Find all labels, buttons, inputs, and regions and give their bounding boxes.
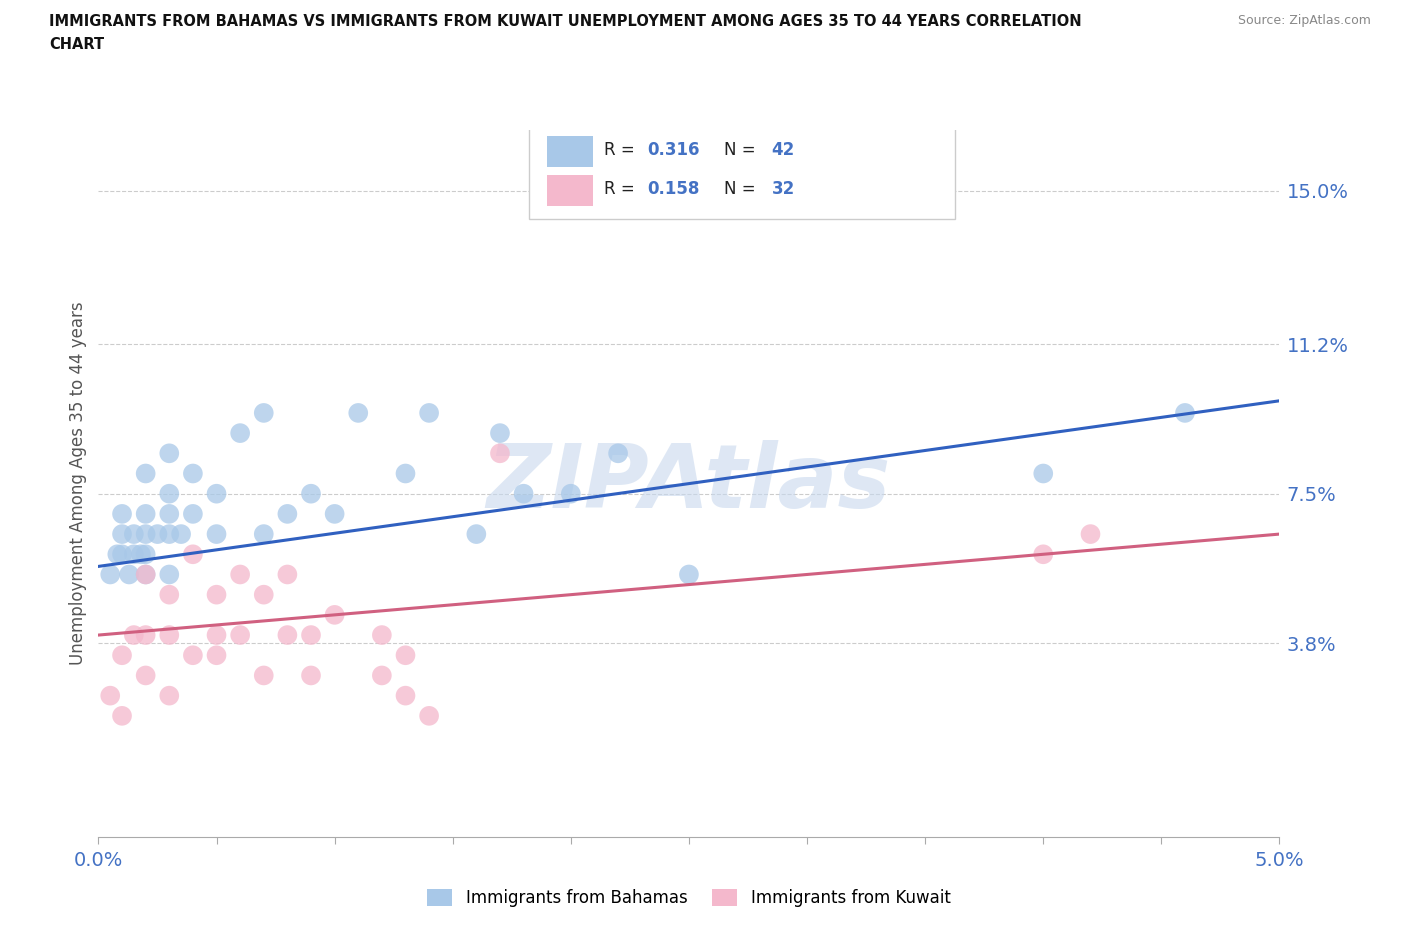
Point — [181, 547, 204, 562]
Point — [1032, 547, 1054, 562]
Point — [111, 507, 134, 522]
Point — [146, 526, 169, 541]
Point — [299, 668, 322, 683]
Text: R =: R = — [605, 179, 640, 198]
Point — [299, 486, 322, 501]
Y-axis label: Unemployment Among Ages 35 to 44 years: Unemployment Among Ages 35 to 44 years — [69, 302, 87, 665]
Point — [1032, 466, 1054, 481]
Point — [205, 526, 228, 541]
Text: N =: N = — [724, 141, 761, 159]
Point — [157, 587, 180, 602]
Point — [678, 567, 700, 582]
Point — [253, 587, 276, 602]
Point — [157, 567, 180, 582]
Point — [135, 466, 157, 481]
Point — [122, 526, 145, 541]
Point — [135, 547, 157, 562]
Point — [323, 507, 346, 522]
Point — [157, 688, 180, 703]
Text: N =: N = — [724, 179, 761, 198]
Point — [135, 526, 157, 541]
Point — [181, 466, 204, 481]
Point — [157, 628, 180, 643]
Point — [135, 628, 157, 643]
Point — [111, 648, 134, 663]
Point — [394, 466, 416, 481]
Text: CHART: CHART — [49, 37, 104, 52]
Legend: Immigrants from Bahamas, Immigrants from Kuwait: Immigrants from Bahamas, Immigrants from… — [420, 882, 957, 913]
Point — [111, 547, 134, 562]
Point — [394, 648, 416, 663]
Point — [418, 709, 440, 724]
Point — [253, 526, 276, 541]
Text: 42: 42 — [772, 141, 794, 159]
Text: R =: R = — [605, 141, 640, 159]
Text: 32: 32 — [772, 179, 794, 198]
Point — [465, 526, 488, 541]
Point — [1080, 526, 1102, 541]
Point — [129, 547, 152, 562]
Point — [371, 628, 394, 643]
Point — [157, 486, 180, 501]
Point — [489, 426, 512, 441]
Point — [489, 445, 512, 460]
Point — [560, 486, 582, 501]
Point — [118, 567, 141, 582]
Point — [205, 587, 228, 602]
Point — [276, 628, 298, 643]
Point — [111, 709, 134, 724]
Point — [253, 668, 276, 683]
Point — [229, 628, 252, 643]
Point — [157, 507, 180, 522]
Text: 0.158: 0.158 — [648, 179, 700, 198]
Point — [157, 445, 180, 460]
Text: IMMIGRANTS FROM BAHAMAS VS IMMIGRANTS FROM KUWAIT UNEMPLOYMENT AMONG AGES 35 TO : IMMIGRANTS FROM BAHAMAS VS IMMIGRANTS FR… — [49, 14, 1081, 29]
Point — [253, 405, 276, 420]
Point — [135, 507, 157, 522]
Point — [299, 628, 322, 643]
Text: 0.316: 0.316 — [648, 141, 700, 159]
Point — [111, 526, 134, 541]
Point — [347, 405, 370, 420]
Point — [229, 426, 252, 441]
Point — [394, 688, 416, 703]
Point — [512, 486, 534, 501]
Point — [276, 507, 298, 522]
Point — [229, 567, 252, 582]
Point — [98, 567, 121, 582]
Point — [157, 526, 180, 541]
Point — [323, 607, 346, 622]
FancyBboxPatch shape — [530, 120, 955, 219]
Point — [205, 486, 228, 501]
Text: Source: ZipAtlas.com: Source: ZipAtlas.com — [1237, 14, 1371, 27]
Point — [205, 648, 228, 663]
Point — [371, 668, 394, 683]
Point — [135, 567, 157, 582]
FancyBboxPatch shape — [547, 136, 593, 167]
Point — [205, 628, 228, 643]
Point — [181, 507, 204, 522]
Point — [122, 547, 145, 562]
Point — [276, 567, 298, 582]
Point — [1174, 405, 1197, 420]
Point — [98, 688, 121, 703]
Point — [170, 526, 193, 541]
Point — [418, 405, 440, 420]
Point — [607, 445, 630, 460]
Point — [105, 547, 128, 562]
Point — [181, 648, 204, 663]
Point — [135, 668, 157, 683]
FancyBboxPatch shape — [547, 175, 593, 206]
Text: ZIPAtlas: ZIPAtlas — [486, 440, 891, 527]
Point — [135, 567, 157, 582]
Point — [122, 628, 145, 643]
